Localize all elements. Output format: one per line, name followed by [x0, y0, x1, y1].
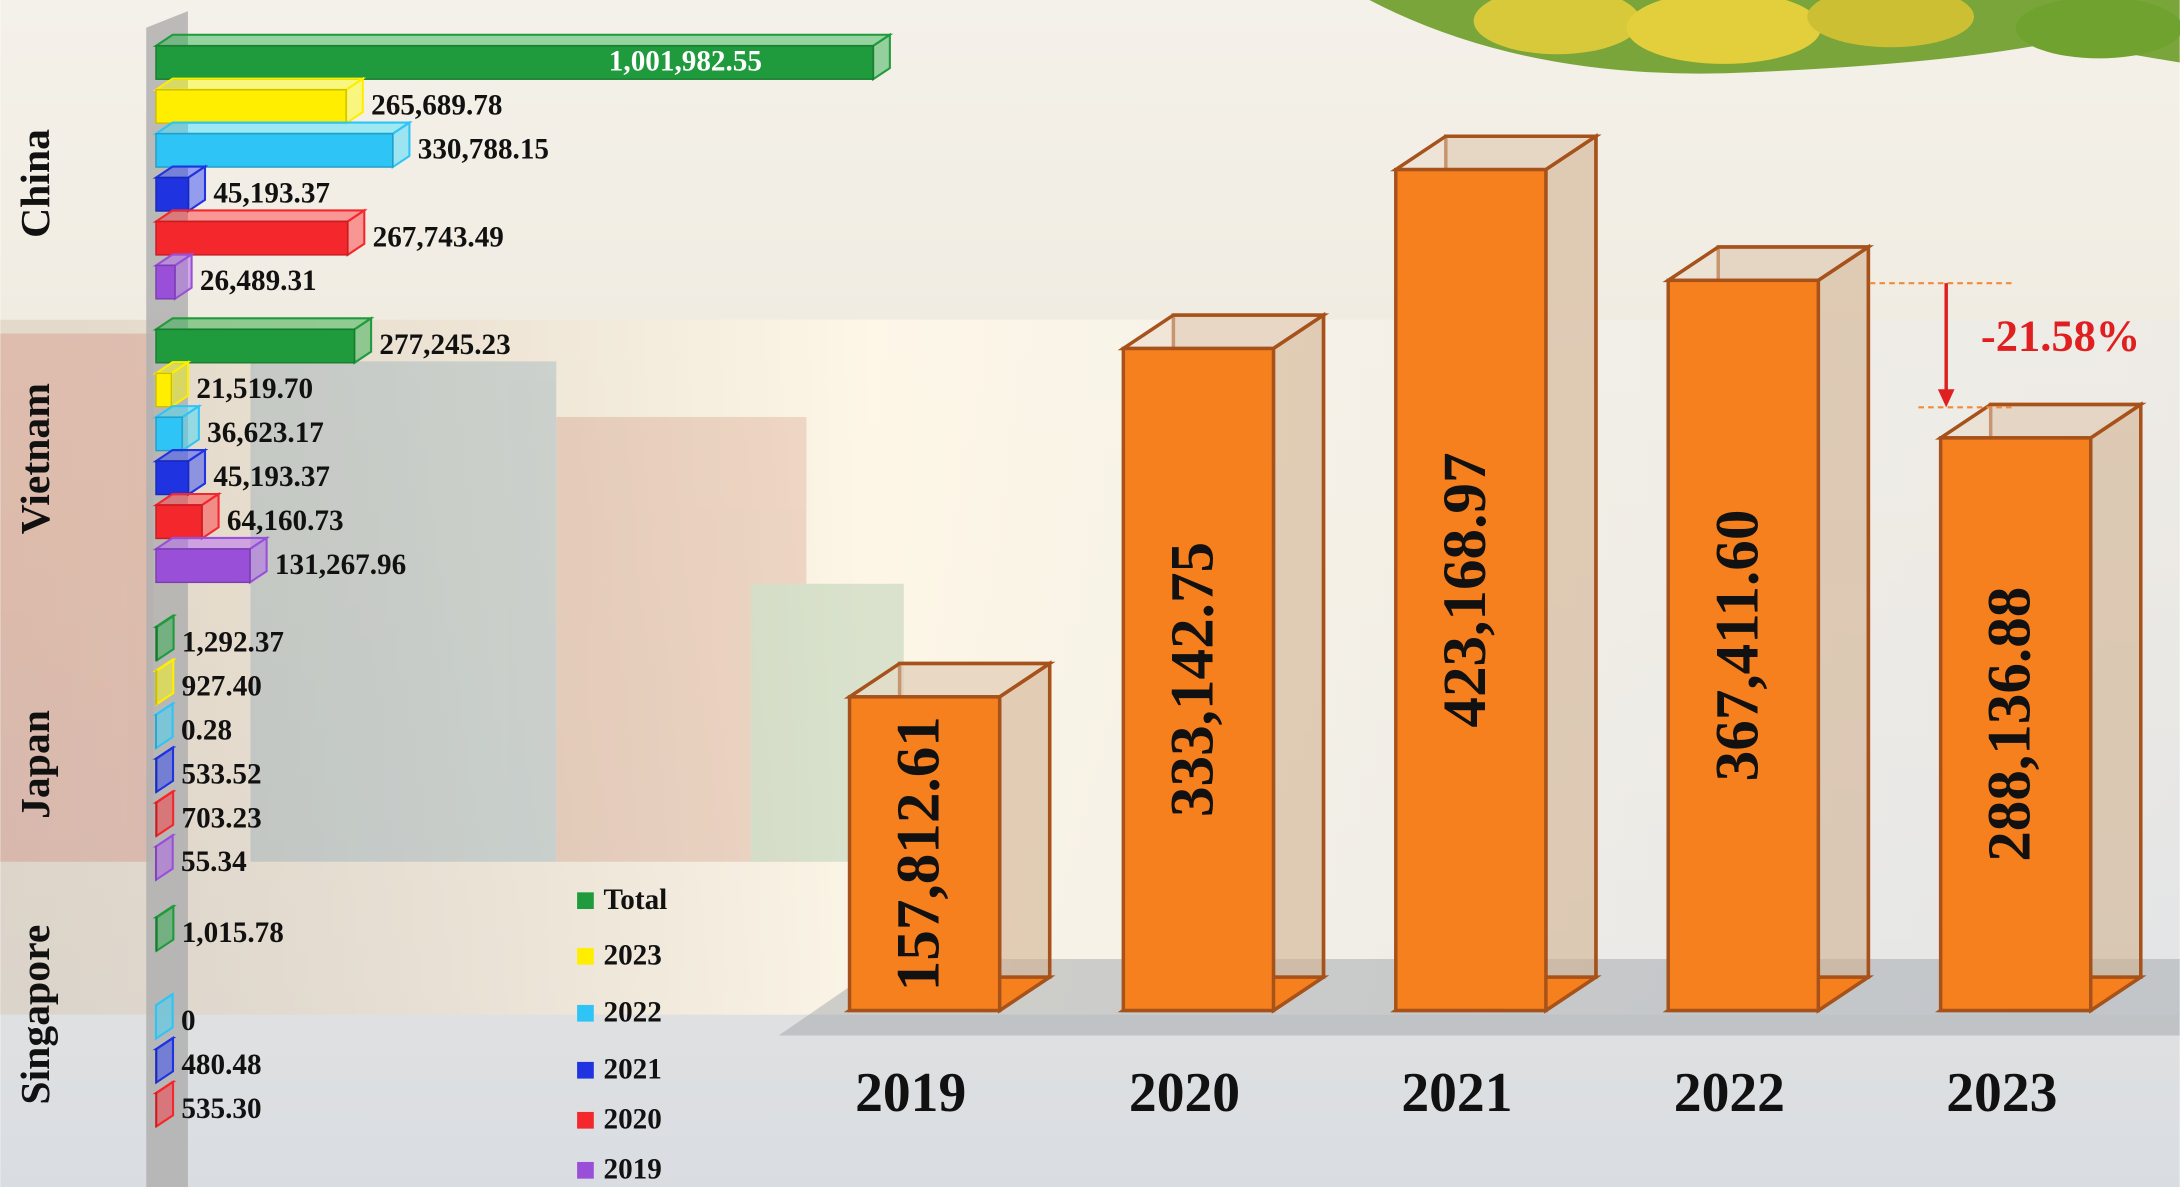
- bar: [155, 264, 176, 300]
- bar-side: [1816, 243, 1871, 1014]
- bar-value-label: 0: [181, 1005, 196, 1037]
- legend-swatch: [577, 892, 594, 910]
- bar-value-label: 26,489.31: [200, 265, 317, 297]
- bar-value-label: 267,743.49: [373, 221, 504, 253]
- bar-value-label: 333,142.75: [1159, 542, 1226, 817]
- bar-value-label: 157,812.61: [886, 716, 953, 991]
- legend-label: 2022: [604, 996, 662, 1028]
- bar: [155, 220, 349, 256]
- bar-top: [152, 317, 375, 331]
- right-chart: 157,812.61 2019 333,142.75 2020 423,168.97 20…: [843, 132, 2147, 1124]
- bar-side: [154, 992, 174, 1041]
- bar-value-label: 288,136.88: [1977, 587, 2044, 862]
- country-label: Vietnam: [13, 383, 59, 535]
- bar: [155, 548, 251, 584]
- legend-label: 2020: [604, 1103, 662, 1135]
- bar: [1394, 167, 1548, 1013]
- bar-value-label: 703.23: [181, 802, 261, 834]
- bananas: [1369, 0, 2180, 74]
- bar: [155, 372, 173, 408]
- bar-value-label: 533.52: [181, 758, 261, 790]
- bar-value-label: 64,160.73: [227, 505, 344, 537]
- bar-side: [1544, 132, 1598, 1014]
- bar-value-label: 45,193.37: [213, 461, 330, 493]
- bar-value-label: 423,168.97: [1432, 452, 1499, 727]
- bar-value-label: 330,788.15: [418, 133, 549, 165]
- legend-swatch: [577, 1161, 594, 1179]
- bar-top: [152, 536, 271, 551]
- legend-swatch: [577, 947, 594, 965]
- bar-top: [152, 77, 367, 91]
- bar-value-label: 1,015.78: [182, 917, 284, 949]
- legend-label: 2019: [604, 1153, 662, 1185]
- bar: [155, 176, 190, 212]
- annotation: -21.58%: [1981, 311, 2140, 361]
- legend-swatch: [577, 1004, 594, 1022]
- x-tick-label: 2022: [1674, 1062, 1785, 1124]
- bar-value-label: 1,001,982.55: [609, 46, 762, 78]
- bar: [1121, 346, 1276, 1013]
- legend-swatch: [577, 1111, 594, 1129]
- bar-side: [1271, 311, 1326, 1014]
- bar-value-label: 45,193.37: [213, 177, 330, 209]
- bar-value-label: 265,689.78: [371, 90, 502, 122]
- x-tick-label: 2021: [1401, 1062, 1512, 1124]
- bar: [1938, 436, 2093, 1013]
- legend-label: Total: [604, 884, 668, 916]
- bar: [155, 328, 356, 364]
- x-tick-label: 2019: [855, 1062, 966, 1124]
- legend-label: 2021: [604, 1053, 662, 1085]
- bar: [155, 626, 158, 661]
- bar-value-label: 927.40: [182, 671, 262, 703]
- country-label: Japan: [13, 710, 59, 819]
- bar-top: [152, 209, 368, 223]
- bar: [155, 133, 394, 168]
- bar: [155, 670, 158, 705]
- country-label: China: [13, 129, 59, 238]
- bar: [155, 916, 158, 952]
- bar: [1666, 278, 1821, 1013]
- bar: [155, 460, 190, 496]
- bar: [155, 416, 183, 452]
- legend-label: 2023: [604, 939, 662, 971]
- bar: [155, 89, 347, 124]
- bar-top: [152, 121, 413, 135]
- bar: [155, 801, 158, 837]
- x-tick-label: 2023: [1946, 1062, 2057, 1124]
- bar-top: [152, 33, 894, 47]
- bar: [847, 695, 1002, 1013]
- bar-value-label: 21,519.70: [196, 373, 313, 405]
- bar-value-label: 1,292.37: [182, 627, 284, 659]
- country-label: Singapore: [13, 925, 59, 1105]
- bar: [155, 45, 874, 80]
- bar-side: [997, 660, 1052, 1014]
- bar-value-label: 131,267.96: [275, 549, 406, 581]
- legend-swatch: [577, 1061, 594, 1079]
- bar-value-label: 55.34: [181, 846, 247, 878]
- left-axis-strip: [146, 11, 188, 1187]
- x-tick-label: 2020: [1129, 1062, 1240, 1124]
- bar-side: [2089, 401, 2143, 1014]
- bar-value-label: 36,623.17: [207, 417, 324, 449]
- bar-value-label: 480.48: [181, 1049, 261, 1081]
- bar-value-label: 535.30: [181, 1093, 261, 1125]
- bar: [155, 504, 203, 540]
- bar-value-label: 367,411.60: [1704, 510, 1771, 782]
- bar-value-label: 277,245.23: [379, 329, 510, 361]
- annotation-arrowhead: [1937, 389, 1955, 408]
- left-chart: China Vietnam Japan Singapore 1,001,982.55 27…: [13, 32, 894, 1185]
- bar-value-label: 0.28: [181, 714, 232, 746]
